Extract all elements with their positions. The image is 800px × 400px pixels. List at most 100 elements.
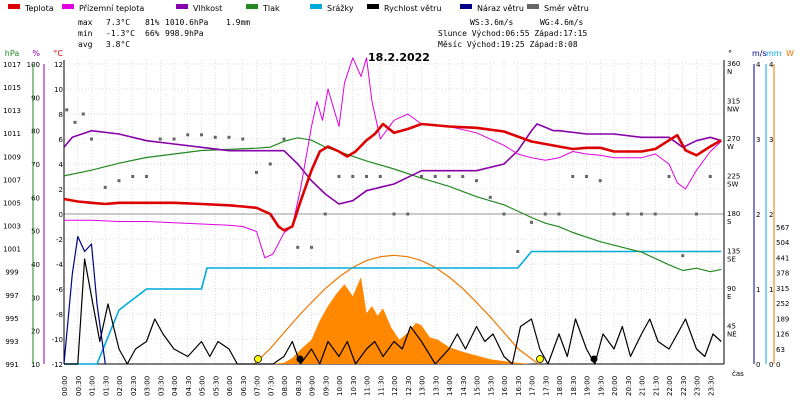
wind-direction-point [255,170,258,174]
x-tick-label: 17:00 [529,376,537,396]
direction-axis-label: ° [728,49,732,58]
wind-direction-point [268,162,272,166]
x-tick-label: 23:30 [707,376,715,396]
solar-tick-label: 126 [776,331,790,339]
temperature-axis-label: °C [53,49,63,58]
wind-direction-point [310,245,313,249]
x-tick-label: 15:00 [474,376,482,396]
stat-max-temp: 7.3°C [106,18,130,27]
wind-direction-point [640,212,643,216]
x-tick-label: 21:30 [652,376,660,396]
temperature-tick-label: -4 [56,261,64,269]
stat-min-hum: 66% [145,29,160,38]
x-tick-label: 19:00 [584,376,592,396]
x-tick-label: 08:30 [295,376,303,396]
wind-direction-point [227,135,231,139]
pressure-tick-label: 995 [5,315,18,323]
solar-axis-label: W [786,49,794,58]
solar-tick-label: 567 [776,224,789,232]
x-tick-label: 10:00 [336,376,344,396]
x-tick-label: 15:30 [487,376,495,396]
temperature-tick-label: 12 [54,61,63,69]
solar-tick-label: 63 [776,346,785,354]
direction-tick-label: 315 [727,98,740,106]
wind-direction-point [131,175,135,178]
direction-compass-label: SW [727,181,738,189]
stat-max-rain: 1.9mm [226,18,250,27]
x-tick-label: 09:00 [309,376,317,396]
wind-direction-point [433,175,437,178]
x-tick-label: 12:00 [391,376,399,396]
pressure-tick-label: 1013 [3,107,21,115]
sunset-icon [536,355,544,363]
x-tick-label: 11:00 [364,376,372,396]
direction-compass-label: NE [727,331,737,339]
wind-direction-point [172,137,176,141]
wind-tick-label: 0 [756,361,760,369]
legend-swatch [310,4,322,9]
solar-radiation-area [270,277,532,364]
x-tick-label: 06:30 [240,376,248,396]
wind-direction-point [406,212,410,216]
wind-direction-point [461,175,465,178]
x-tick-label: 01:00 [89,376,97,396]
x-tick-label: 22:30 [680,376,688,396]
temperature-tick-label: 8 [59,111,63,119]
legend-swatch [367,4,379,9]
stat-wind-gust: WG:4.6m/s [540,18,584,27]
legend-swatch [62,4,74,9]
wind-direction-point [530,220,533,224]
rain-tick-label: 1 [769,286,773,294]
humidity-tick-label: 40 [31,261,40,269]
humidity-line [63,123,722,205]
x-tick-label: 13:00 [419,376,427,396]
stat-min-label: min [78,29,93,38]
wind-direction-point [598,179,602,183]
solar-tick-label: 252 [776,300,789,308]
x-tick-label: 20:30 [625,376,633,396]
legend: Teplota Přízemní teplota Vlhkost Tlak Srážky… [8,4,589,13]
temperature-tick-label: 0 [59,211,63,219]
humidity-tick-label: 30 [31,294,40,302]
chart-title: 18.2.2022 [368,51,430,64]
direction-tick-label: 180 [727,210,740,218]
wind-direction-point [516,250,520,253]
wind-direction-point [323,212,327,216]
pressure-tick-label: 993 [5,338,18,346]
rain-axis-label: mm [766,49,782,58]
wind-direction-point [351,175,355,178]
wind-direction-point [103,185,107,189]
humidity-tick-label: 60 [31,194,40,202]
x-tick-label: 19:30 [597,376,605,396]
x-tick-label: 23:00 [694,376,702,396]
stats-block: max 7.3°C 81% 1010.6hPa 1.9mm min -1.3°C… [78,18,587,49]
x-axis-label: čas [732,370,744,378]
legend-label: Tlak [262,4,280,13]
legend-label: Rychlost větru [384,4,441,13]
wind-direction-point [681,254,685,258]
temperature-tick-label: 2 [59,186,63,194]
rain-line [64,250,722,365]
solar-tick-label: 315 [776,285,789,293]
solar-tick-label: 0 [776,361,780,369]
moonrise-icon [590,355,598,363]
stat-avg-temp: 3.8°C [106,40,130,49]
wind-direction-point [708,175,712,178]
humidity-tick-label: 70 [31,161,40,169]
x-tick-label: 06:00 [226,376,234,396]
wind-direction-point [378,175,382,178]
x-tick-label: 17:30 [542,376,550,396]
rain-tick-label: 0 [769,361,773,369]
wind-direction-point [653,212,657,216]
wind-speed-line [64,258,722,365]
x-tick-label: 16:30 [515,376,523,396]
pressure-tick-label: 1015 [3,84,21,92]
humidity-tick-label: 50 [31,228,40,236]
humidity-tick-label: 10 [31,361,40,369]
wind-tick-label: 1 [756,286,760,294]
wind-direction-point [488,195,492,199]
wind-direction-point [81,112,85,116]
wind-direction-point [241,137,245,141]
solar-layer [253,254,539,365]
